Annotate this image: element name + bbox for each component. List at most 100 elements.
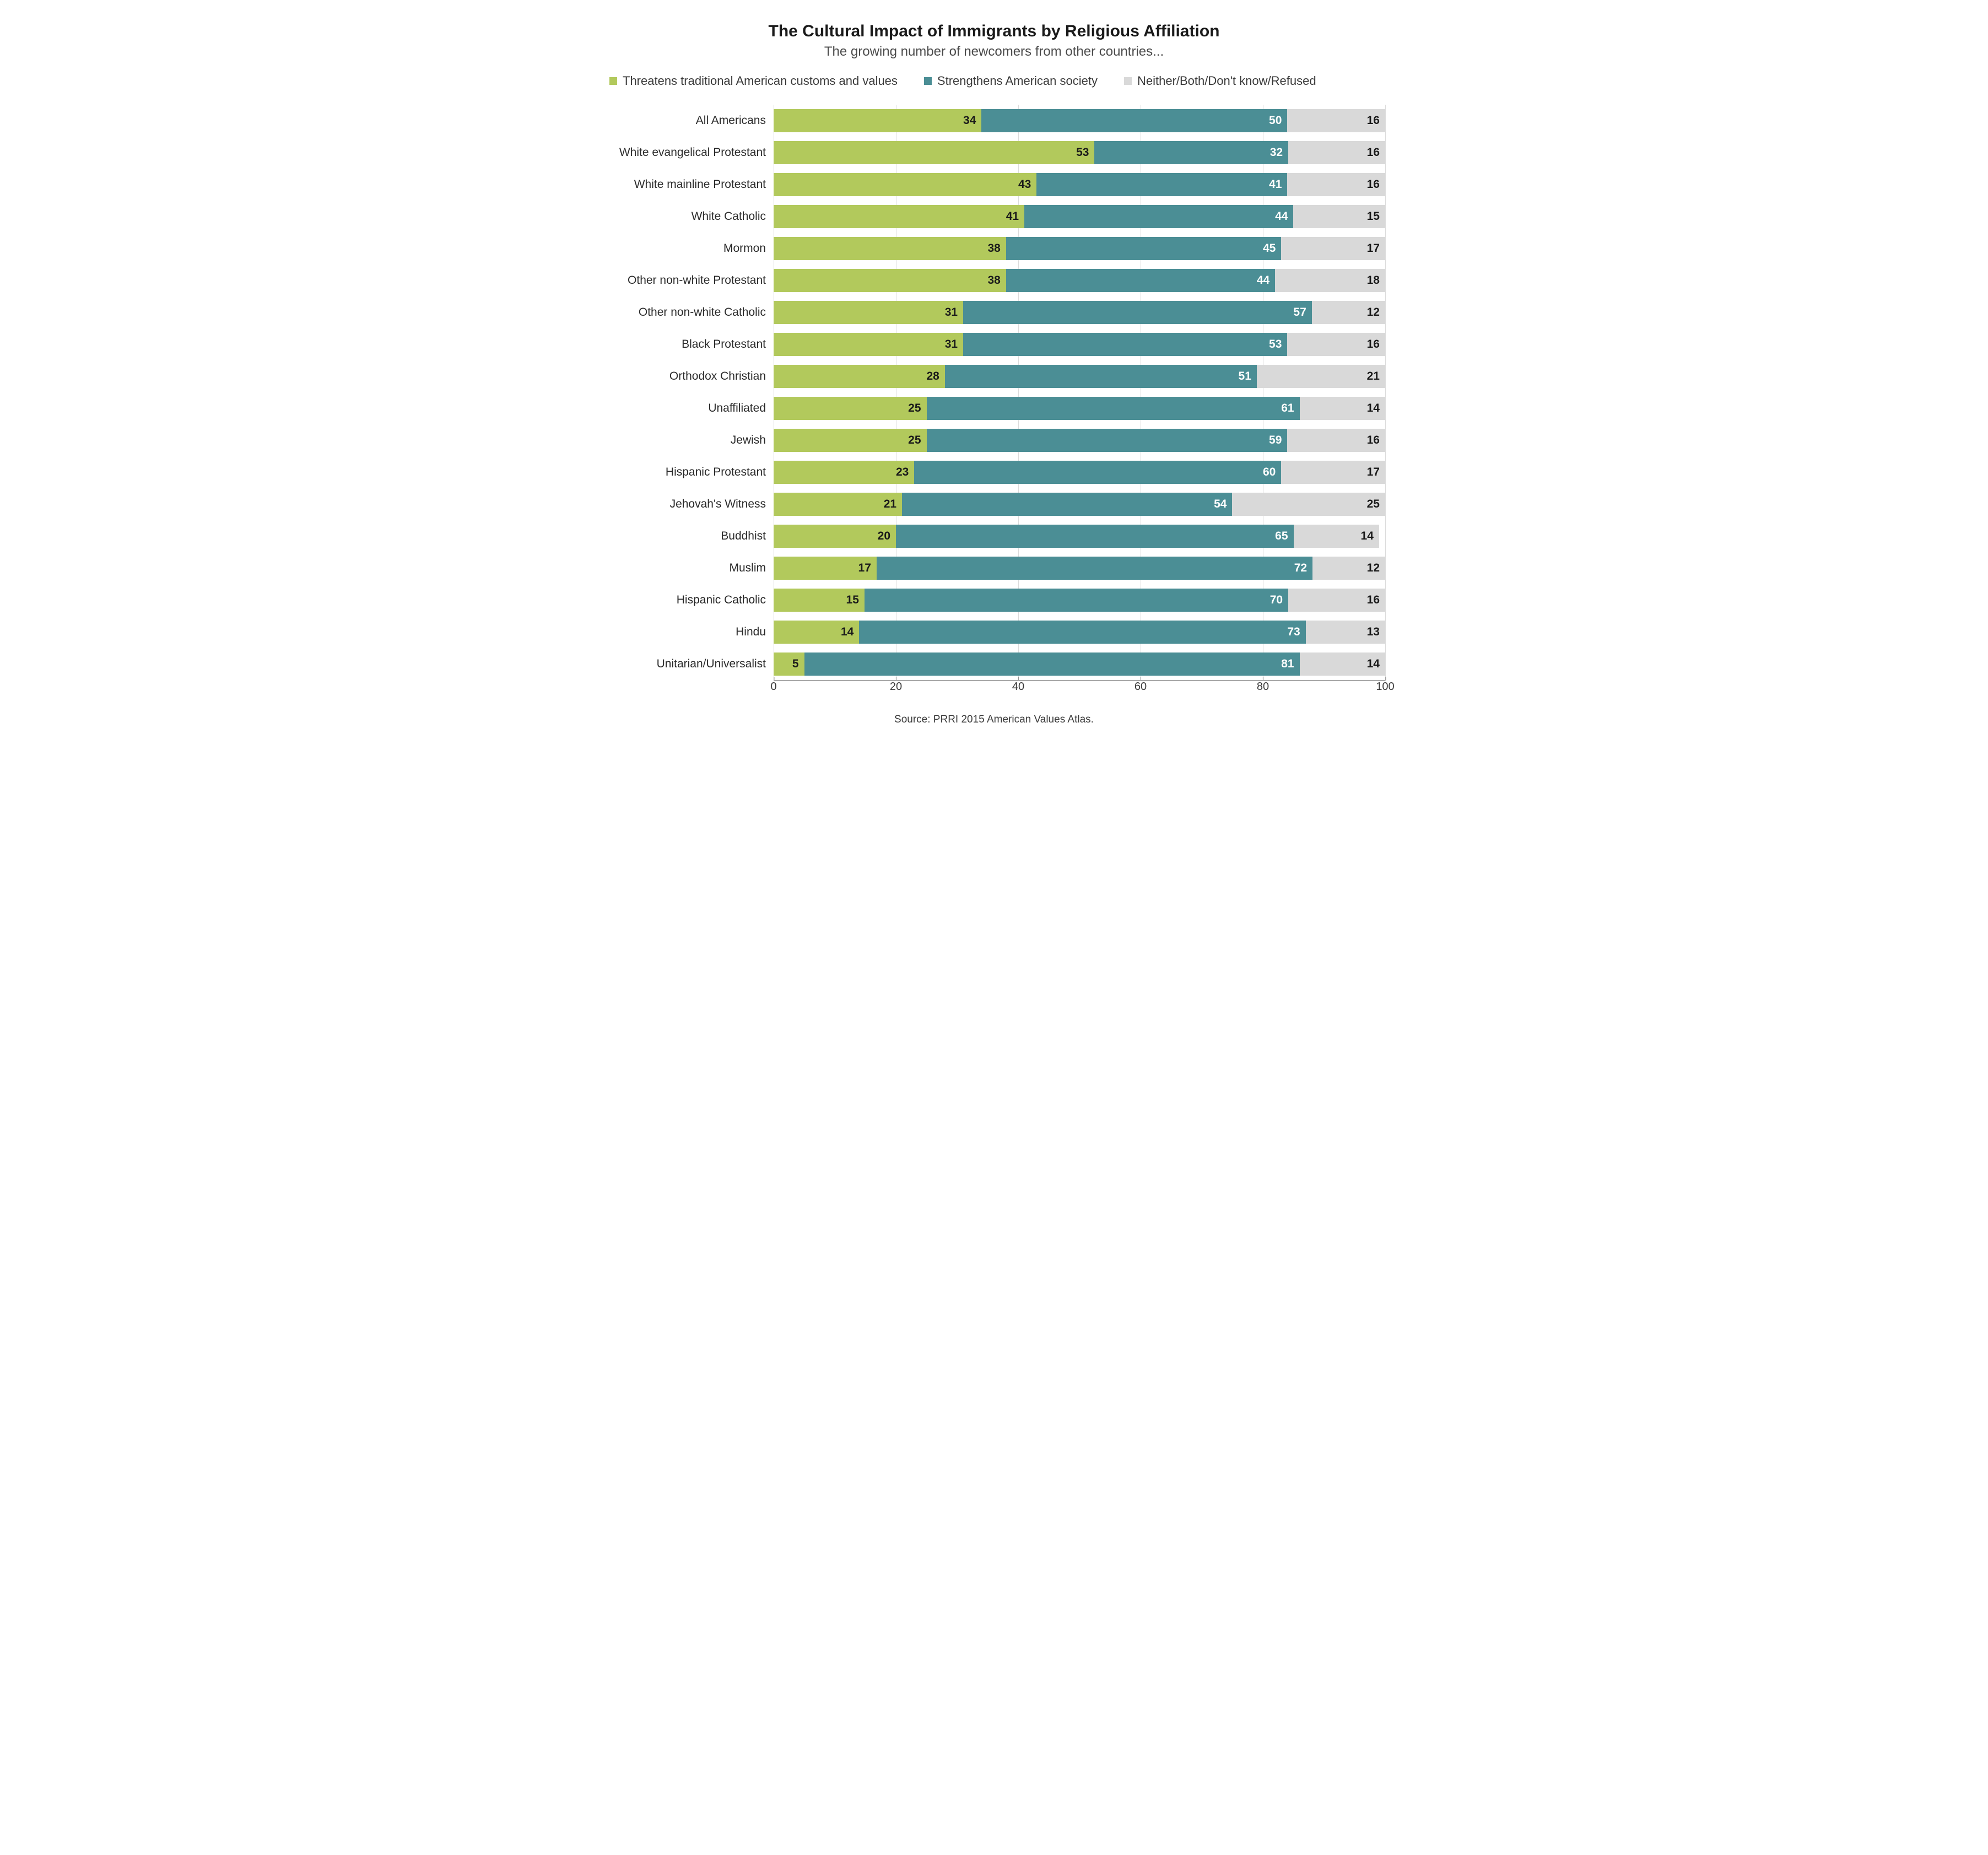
bar-row: 177212 <box>774 552 1385 584</box>
bar-segment: 14 <box>1300 653 1385 676</box>
bar-segment: 16 <box>1287 333 1385 356</box>
bar-segment: 21 <box>774 493 902 516</box>
bar-segment: 51 <box>945 365 1257 388</box>
bar-stack: 206514 <box>774 525 1385 548</box>
category-label: White mainline Protestant <box>603 169 774 201</box>
bar-segment: 20 <box>774 525 896 548</box>
plot-area: All AmericansWhite evangelical Protestan… <box>603 105 1385 680</box>
category-label: Jewish <box>603 424 774 456</box>
bar-segment: 21 <box>1257 365 1385 388</box>
bar-segment: 28 <box>774 365 945 388</box>
bar-segment: 25 <box>774 429 927 452</box>
bar-segment: 17 <box>1281 461 1385 484</box>
bar-row: 315316 <box>774 328 1385 360</box>
bar-stack: 315316 <box>774 333 1385 356</box>
bar-segment: 34 <box>774 109 981 132</box>
bar-segment: 17 <box>774 557 877 580</box>
chart-source: Source: PRRI 2015 American Values Atlas. <box>603 714 1385 726</box>
legend-swatch <box>924 77 932 85</box>
bar-row: 315712 <box>774 296 1385 328</box>
bar-row: 147313 <box>774 616 1385 648</box>
legend-label: Strengthens American society <box>937 74 1098 88</box>
bar-segment: 23 <box>774 461 914 484</box>
bar-segment: 59 <box>927 429 1288 452</box>
bar-row: 215425 <box>774 488 1385 520</box>
y-axis-labels: All AmericansWhite evangelical Protestan… <box>603 105 774 680</box>
chart-title: The Cultural Impact of Immigrants by Rel… <box>603 22 1385 41</box>
bar-segment: 16 <box>1287 429 1385 452</box>
bar-segment: 25 <box>774 397 927 420</box>
bar-segment: 65 <box>896 525 1294 548</box>
legend-swatch <box>1124 77 1132 85</box>
category-label: Unitarian/Universalist <box>603 648 774 680</box>
category-label: Unaffiliated <box>603 392 774 424</box>
bar-segment: 13 <box>1306 621 1385 644</box>
bar-stack: 285121 <box>774 365 1385 388</box>
bar-segment: 17 <box>1281 237 1385 260</box>
category-label: Hispanic Protestant <box>603 456 774 488</box>
x-tick: 20 <box>890 681 902 693</box>
bar-stack: 414415 <box>774 205 1385 228</box>
bar-segment: 14 <box>1294 525 1379 548</box>
x-tick: 80 <box>1257 681 1269 693</box>
bar-segment: 5 <box>774 653 804 676</box>
bar-segment: 12 <box>1312 301 1385 324</box>
chart-container: The Cultural Impact of Immigrants by Rel… <box>586 0 1402 742</box>
bar-segment: 72 <box>877 557 1312 580</box>
bar-segment: 18 <box>1275 269 1385 292</box>
legend-swatch <box>609 77 617 85</box>
chart-subtitle: The growing number of newcomers from oth… <box>603 44 1385 60</box>
bar-segment: 32 <box>1094 141 1288 164</box>
bar-row: 384418 <box>774 265 1385 296</box>
bar-stack: 215425 <box>774 493 1385 516</box>
bar-row: 434116 <box>774 169 1385 201</box>
bar-segment: 45 <box>1006 237 1282 260</box>
bar-row: 58114 <box>774 648 1385 680</box>
bar-segment: 73 <box>859 621 1305 644</box>
bar-stack: 58114 <box>774 653 1385 676</box>
bar-segment: 44 <box>1024 205 1293 228</box>
legend-item: Neither/Both/Don't know/Refused <box>1124 74 1316 88</box>
bar-stack: 147313 <box>774 621 1385 644</box>
bar-stack: 315712 <box>774 301 1385 324</box>
x-tick: 100 <box>1376 681 1394 693</box>
bar-segment: 41 <box>774 205 1024 228</box>
category-label: Muslim <box>603 552 774 584</box>
bar-segment: 16 <box>1288 141 1385 164</box>
legend-item: Threatens traditional American customs a… <box>609 74 898 88</box>
bar-row: 533216 <box>774 137 1385 169</box>
legend-label: Neither/Both/Don't know/Refused <box>1137 74 1316 88</box>
x-tick: 40 <box>1012 681 1024 693</box>
bar-stack: 256114 <box>774 397 1385 420</box>
bar-row: 236017 <box>774 456 1385 488</box>
bar-stack: 236017 <box>774 461 1385 484</box>
bar-row: 255916 <box>774 424 1385 456</box>
bar-segment: 61 <box>927 397 1300 420</box>
bar-row: 384517 <box>774 233 1385 265</box>
category-label: White Catholic <box>603 201 774 233</box>
category-label: White evangelical Protestant <box>603 137 774 169</box>
bar-segment: 53 <box>774 141 1094 164</box>
bar-segment: 31 <box>774 333 963 356</box>
bar-stack: 345016 <box>774 109 1385 132</box>
x-axis: 020406080100 <box>774 680 1385 700</box>
bar-row: 256114 <box>774 392 1385 424</box>
bar-segment: 12 <box>1312 557 1385 580</box>
bar-stack: 384517 <box>774 237 1385 260</box>
category-label: Hispanic Catholic <box>603 584 774 616</box>
category-label: Other non-white Catholic <box>603 296 774 328</box>
bar-stack: 533216 <box>774 141 1385 164</box>
bar-segment: 44 <box>1006 269 1275 292</box>
category-label: Orthodox Christian <box>603 360 774 392</box>
bar-row: 157016 <box>774 584 1385 616</box>
gridline <box>1385 105 1386 680</box>
bar-row: 345016 <box>774 105 1385 137</box>
bar-stack: 384418 <box>774 269 1385 292</box>
bars-area: 3450165332164341164144153845173844183157… <box>774 105 1385 680</box>
category-label: Black Protestant <box>603 328 774 360</box>
bar-row: 206514 <box>774 520 1385 552</box>
x-tick: 0 <box>770 681 776 693</box>
bar-segment: 70 <box>865 589 1288 612</box>
legend-label: Threatens traditional American customs a… <box>623 74 898 88</box>
bar-segment: 60 <box>914 461 1281 484</box>
